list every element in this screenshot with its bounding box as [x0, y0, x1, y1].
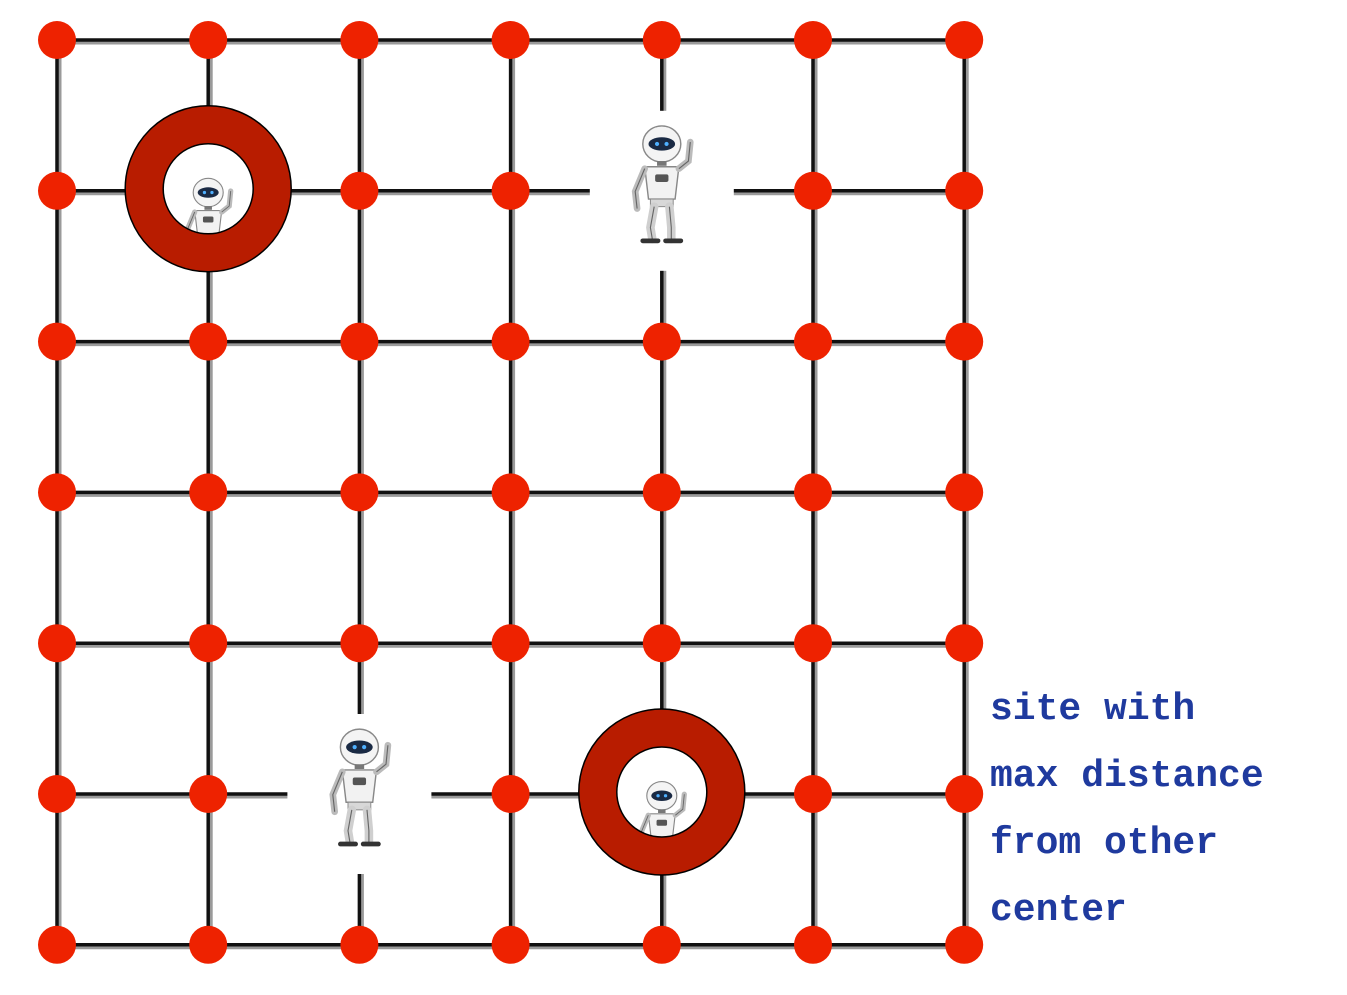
- grid-node: [642, 473, 681, 512]
- grid-node: [642, 21, 681, 59]
- ring-marker-icon: [125, 105, 292, 272]
- grid-node: [340, 171, 379, 210]
- caption-line-4: center: [990, 889, 1127, 932]
- grid-node: [340, 624, 379, 663]
- grid-node: [945, 473, 984, 512]
- grid-node: [38, 473, 76, 512]
- robot-1: [124, 105, 292, 273]
- ring-outer-edge: [578, 708, 746, 876]
- caption-line-1: site with: [990, 688, 1196, 731]
- ring-inner-edge: [162, 143, 254, 235]
- robot-4: [578, 708, 746, 876]
- ring-marker-icon: [578, 709, 745, 875]
- grid-node: [340, 21, 379, 59]
- grid-node: [189, 21, 228, 59]
- grid-node: [945, 21, 984, 59]
- grid-node: [945, 925, 984, 964]
- grid-node: [38, 21, 76, 59]
- grid-node: [794, 775, 832, 813]
- caption-line-3: from other: [990, 822, 1219, 865]
- grid-node: [491, 171, 530, 210]
- grid-node: [491, 322, 530, 361]
- grid-node: [189, 925, 228, 964]
- grid-node: [38, 624, 76, 663]
- grid-node: [340, 925, 379, 964]
- grid-node: [945, 171, 984, 210]
- ring-inner-edge: [616, 746, 708, 838]
- grid-node: [642, 624, 681, 663]
- grid-node: [945, 322, 984, 361]
- grid-node: [491, 21, 530, 59]
- grid-node: [38, 171, 76, 210]
- grid-nodes: [38, 21, 984, 964]
- grid-node: [794, 925, 832, 964]
- caption-line-2: max distance: [990, 755, 1264, 798]
- robots-layer: [124, 105, 746, 876]
- grid-node: [794, 322, 832, 361]
- grid-node: [38, 322, 76, 361]
- grid-node: [340, 473, 379, 512]
- grid-node: [189, 322, 228, 361]
- grid-node: [642, 925, 681, 964]
- grid-node: [38, 775, 76, 813]
- grid-node: [189, 473, 228, 512]
- grid-node: [491, 624, 530, 663]
- grid-node: [340, 322, 379, 361]
- max-distance-caption: site with max distance from other center: [990, 676, 1340, 944]
- ring-outer-edge: [124, 105, 292, 273]
- grid-node: [794, 473, 832, 512]
- grid-node: [794, 624, 832, 663]
- grid-node: [491, 775, 530, 813]
- grid-node: [491, 925, 530, 964]
- grid-node: [945, 624, 984, 663]
- grid-node: [794, 171, 832, 210]
- grid-node: [945, 775, 984, 813]
- grid-node: [491, 473, 530, 512]
- grid-node: [189, 624, 228, 663]
- grid-node: [38, 925, 76, 964]
- grid-node: [794, 21, 832, 59]
- grid-node: [189, 775, 228, 813]
- grid-node: [642, 322, 681, 361]
